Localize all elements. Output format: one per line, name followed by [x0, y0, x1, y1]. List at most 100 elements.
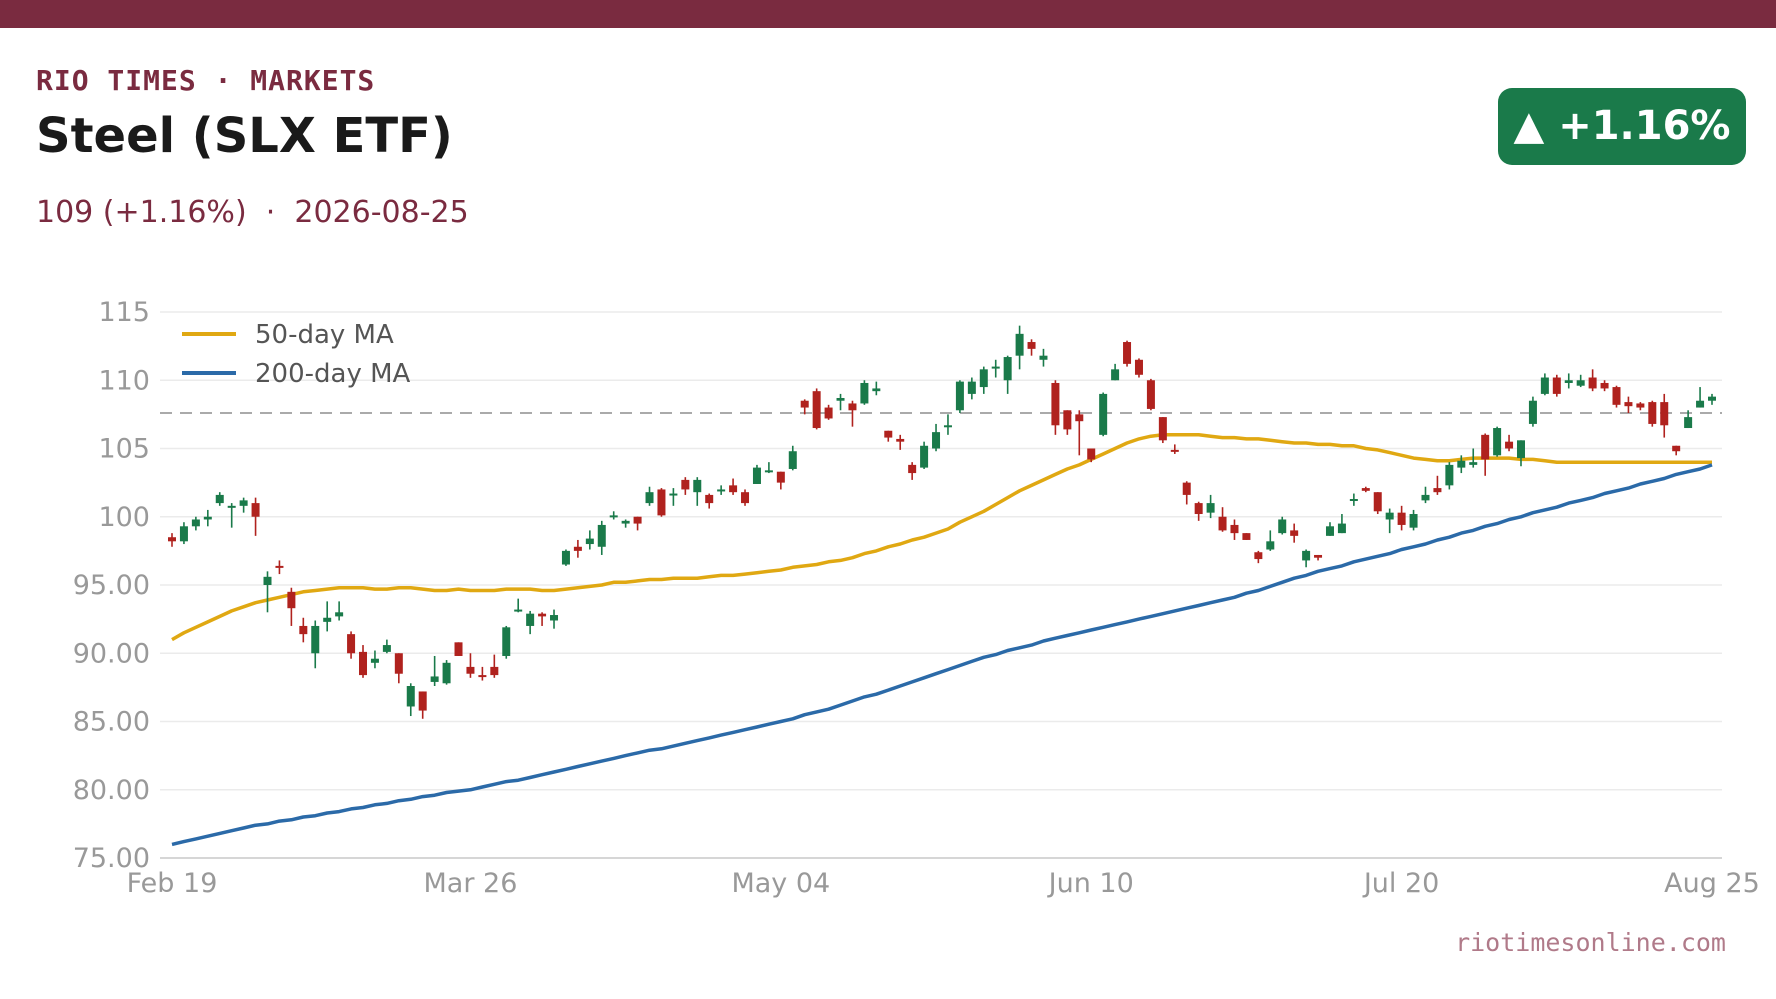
candle-body: [1600, 382, 1609, 389]
candle-body: [347, 634, 356, 654]
candle-body: [299, 625, 308, 635]
candle-body: [1349, 499, 1358, 502]
candle-body: [406, 686, 415, 707]
candle-body: [1469, 462, 1478, 465]
candle-body: [1015, 333, 1024, 356]
candle-body: [1290, 530, 1299, 536]
candle-body: [800, 400, 809, 408]
candle-body: [908, 464, 917, 474]
price-subline: 109 (+1.16%) · 2026-08-25: [36, 195, 469, 230]
candle-body: [1636, 403, 1645, 408]
candle-body: [1624, 402, 1633, 407]
candle-body: [669, 493, 678, 496]
quote-date: 2026-08-25: [294, 195, 469, 230]
candle-body: [1325, 526, 1334, 536]
candle-body: [239, 500, 248, 506]
ma50-line: [171, 433, 1712, 642]
candle-body: [538, 613, 547, 617]
candle-body: [1111, 369, 1120, 381]
candle-body: [812, 391, 821, 429]
legend-label: 50-day MA: [255, 320, 394, 350]
candle-body: [872, 388, 881, 392]
candle-body: [514, 609, 523, 612]
candle-body: [490, 666, 499, 676]
candle-body: [394, 653, 403, 674]
candle-body: [1278, 519, 1287, 534]
candle-body: [1433, 488, 1442, 493]
candle-body: [1373, 492, 1382, 512]
top-accent-bar: [0, 0, 1776, 28]
candle-body: [585, 538, 594, 545]
candle-body: [991, 366, 1000, 369]
ma200-line: [171, 463, 1713, 847]
candle-body: [454, 642, 463, 656]
candle-body: [203, 516, 212, 520]
candle-body: [466, 666, 475, 674]
candle-body: [227, 505, 236, 508]
candle-body: [597, 524, 606, 547]
legend-label: 200-day MA: [255, 359, 411, 389]
x-tick-label: May 04: [731, 868, 830, 899]
candle-body: [1481, 434, 1490, 460]
candle-body: [1003, 357, 1012, 381]
candle-body: [1505, 441, 1514, 449]
candle-body: [1099, 393, 1108, 435]
candle-body: [633, 516, 642, 524]
candle-body: [168, 537, 176, 542]
candle-body: [1421, 494, 1430, 501]
y-tick-label: 95.00: [73, 570, 150, 601]
y-tick-label: 85.00: [73, 707, 150, 738]
candle-body: [824, 407, 833, 419]
candle-body: [741, 492, 750, 504]
candle-body: [1218, 516, 1227, 531]
candle-body: [1170, 449, 1179, 452]
candle-body: [1087, 448, 1096, 460]
candle-body: [705, 494, 714, 504]
candle-body: [1075, 414, 1084, 422]
candle-body: [1576, 380, 1585, 386]
candle-body: [1242, 533, 1251, 540]
candle-body: [1182, 482, 1191, 495]
candle-body: [1361, 488, 1370, 491]
candle-body: [215, 494, 224, 504]
y-tick-label: 110: [98, 365, 150, 396]
x-tick-label: Feb 19: [127, 868, 218, 899]
candle-body: [550, 615, 559, 621]
candle-body: [1206, 503, 1215, 513]
candle-body: [609, 515, 618, 518]
candle-body: [1385, 512, 1394, 520]
y-tick-label: 90.00: [73, 638, 150, 669]
x-tick-label: Jun 10: [1047, 868, 1134, 899]
candle-body: [920, 445, 929, 468]
candle-body: [1254, 552, 1263, 560]
candle-body: [681, 479, 690, 490]
candle-body: [1660, 402, 1669, 426]
candle-body: [1134, 359, 1143, 375]
candle-body: [955, 381, 964, 411]
candle-body: [1457, 460, 1466, 468]
candle-body: [943, 425, 952, 428]
brand-label: RIO TIMES · MARKETS: [36, 64, 376, 97]
subline-separator: ·: [265, 195, 276, 230]
candle-body: [1230, 524, 1239, 534]
candle-body: [1528, 400, 1537, 424]
candle-body: [251, 503, 260, 517]
candle-body: [1696, 400, 1705, 408]
candle-body: [1027, 342, 1036, 349]
candle-body: [287, 591, 296, 609]
candle-body: [621, 520, 630, 524]
candle-body: [1063, 410, 1072, 430]
candle-body: [1540, 377, 1549, 394]
candle-body: [979, 369, 988, 388]
candle-body: [729, 485, 738, 493]
candle-body: [776, 471, 785, 483]
candle-body: [1612, 387, 1621, 405]
candle-body: [573, 546, 582, 551]
candle-body: [693, 479, 702, 493]
candle-body: [382, 645, 391, 652]
candle-body: [1146, 380, 1155, 409]
candle-body: [502, 627, 511, 656]
candle-body: [1445, 464, 1454, 486]
candle-body: [1684, 417, 1693, 429]
